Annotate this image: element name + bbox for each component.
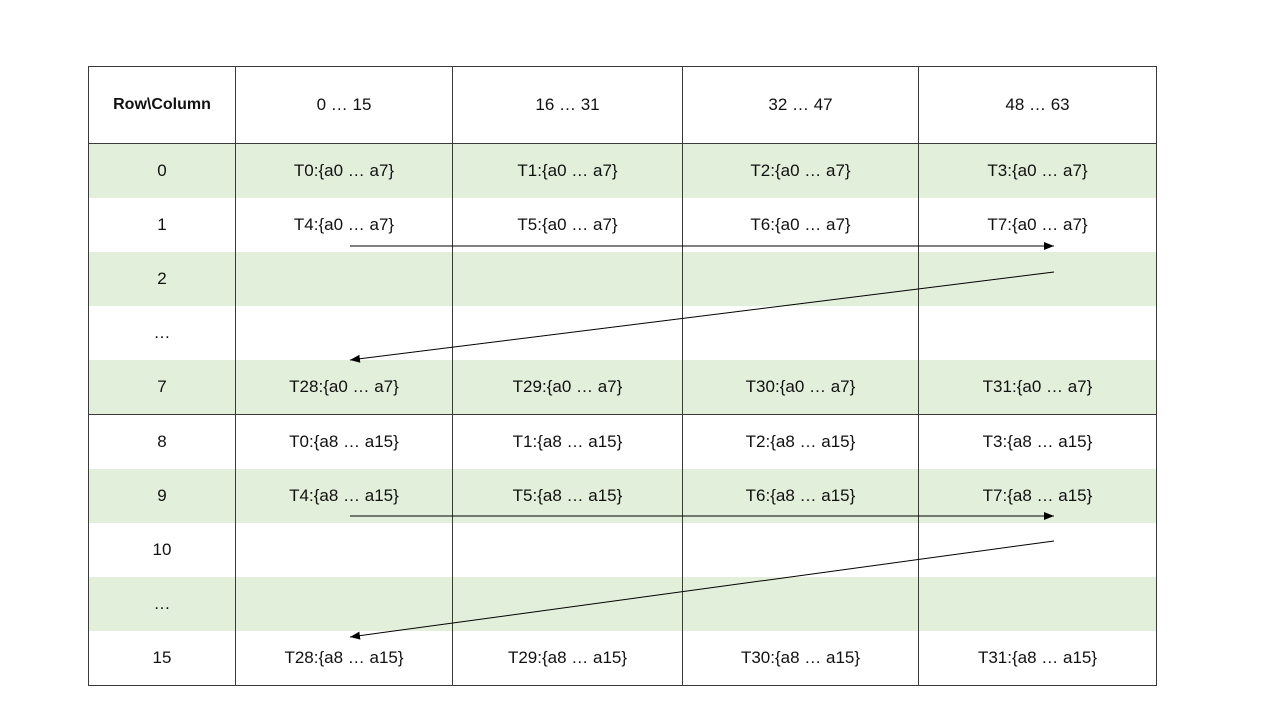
table-row: 2 <box>88 252 1157 306</box>
table-cell <box>918 523 1157 577</box>
table-cell: T30:{a8 … a15} <box>682 631 919 686</box>
table-cell: T0:{a0 … a7} <box>235 143 453 198</box>
table-row: … <box>88 577 1157 631</box>
table-cell: T28:{a8 … a15} <box>235 631 453 686</box>
table-cell: T0:{a8 … a15} <box>235 414 453 469</box>
table-cell <box>452 523 683 577</box>
table-cell <box>918 577 1157 631</box>
table-row: 9 T4:{a8 … a15} T5:{a8 … a15} T6:{a8 … a15}… <box>88 469 1157 523</box>
table-cell: T5:{a8 … a15} <box>452 469 683 523</box>
row-label: 0 <box>88 143 236 198</box>
table-row: 0 T0:{a0 … a7} T1:{a0 … a7} T2:{a0 … a7} T3:… <box>88 143 1157 198</box>
table-cell <box>452 306 683 360</box>
table-cell: T4:{a0 … a7} <box>235 198 453 252</box>
table-cell: T3:{a0 … a7} <box>918 143 1157 198</box>
table-cell: T29:{a0 … a7} <box>452 360 683 415</box>
table-cell: T7:{a8 … a15} <box>918 469 1157 523</box>
table-row: 15 T28:{a8 … a15} T29:{a8 … a15} T30:{a8 … … <box>88 631 1157 686</box>
column-header: 0 … 15 <box>235 66 453 144</box>
row-label: 8 <box>88 414 236 469</box>
column-header: 32 … 47 <box>682 66 919 144</box>
table-row: 10 <box>88 523 1157 577</box>
table-cell: T30:{a0 … a7} <box>682 360 919 415</box>
table-cell: T28:{a0 … a7} <box>235 360 453 415</box>
table-cell: T31:{a8 … a15} <box>918 631 1157 686</box>
table-cell: T7:{a0 … a7} <box>918 198 1157 252</box>
row-label: 1 <box>88 198 236 252</box>
table-row: … <box>88 306 1157 360</box>
table-cell: T1:{a0 … a7} <box>452 143 683 198</box>
table-row: 8 T0:{a8 … a15} T1:{a8 … a15} T2:{a8 … a15}… <box>88 414 1157 469</box>
table-cell: T31:{a0 … a7} <box>918 360 1157 415</box>
table-cell: T4:{a8 … a15} <box>235 469 453 523</box>
table-cell: T3:{a8 … a15} <box>918 414 1157 469</box>
row-label: 15 <box>88 631 236 686</box>
table-cell <box>235 523 453 577</box>
row-label: 2 <box>88 252 236 306</box>
table-cell <box>235 252 453 306</box>
table-row: 7 T28:{a0 … a7} T29:{a0 … a7} T30:{a0 … a7}… <box>88 360 1157 415</box>
table-cell <box>452 577 683 631</box>
table-cell <box>235 577 453 631</box>
table-cell: T2:{a0 … a7} <box>682 143 919 198</box>
table-cell <box>682 577 919 631</box>
table-cell: T29:{a8 … a15} <box>452 631 683 686</box>
table-cell <box>918 306 1157 360</box>
table-cell: T5:{a0 … a7} <box>452 198 683 252</box>
table-cell <box>682 306 919 360</box>
table-cell: T6:{a8 … a15} <box>682 469 919 523</box>
column-header: 48 … 63 <box>918 66 1157 144</box>
table-cell <box>682 523 919 577</box>
table-cell: T1:{a8 … a15} <box>452 414 683 469</box>
row-label: … <box>88 577 236 631</box>
column-header: 16 … 31 <box>452 66 683 144</box>
table-cell <box>682 252 919 306</box>
row-label: 9 <box>88 469 236 523</box>
table-cell: T6:{a0 … a7} <box>682 198 919 252</box>
table-cell <box>452 252 683 306</box>
row-label: … <box>88 306 236 360</box>
table-cell: T2:{a8 … a15} <box>682 414 919 469</box>
table-cell <box>918 252 1157 306</box>
row-label: 7 <box>88 360 236 415</box>
corner-header: Row\Column <box>88 66 236 144</box>
header-row: Row\Column 0 … 15 16 … 31 32 … 47 48 … 63 <box>88 66 1157 144</box>
table-row: 1 T4:{a0 … a7} T5:{a0 … a7} T6:{a0 … a7} T7:… <box>88 198 1157 252</box>
row-label: 10 <box>88 523 236 577</box>
table-cell <box>235 306 453 360</box>
